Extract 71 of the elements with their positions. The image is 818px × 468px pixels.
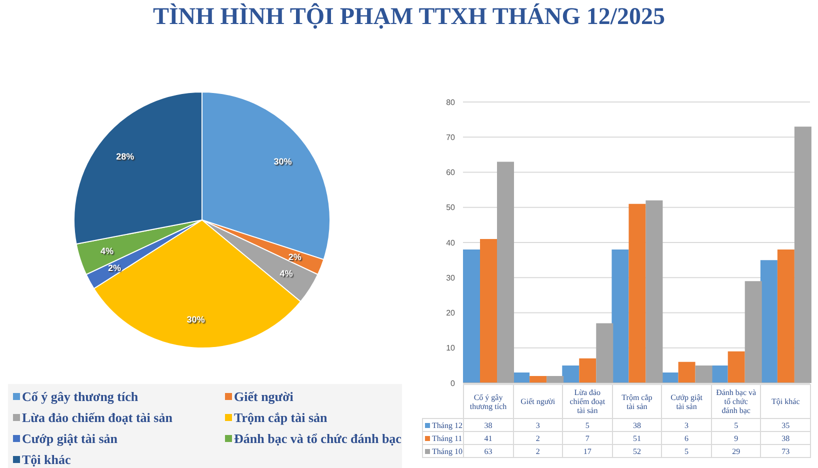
data-label: 2% [288,252,302,262]
bar [728,351,745,383]
y-tick-label: 70 [446,132,456,142]
y-tick-label: 30 [446,273,456,282]
data-label: 2% [108,263,122,274]
bar [497,162,514,383]
data-label: 2 [513,444,563,458]
data-label: 28% [116,151,134,162]
data-label: 38 [612,418,662,432]
bar [744,281,762,383]
data-label: 4% [280,268,293,278]
bar [695,365,712,383]
data-label: 7 [562,432,612,444]
data-label: 2 [513,432,563,444]
bar [463,250,480,383]
data-label: 51 [612,432,662,444]
y-tick-label: 10 [446,344,456,353]
legend-label: Lừa đảo chiếm đoạt tài sản [22,410,172,426]
data-label: 5 [662,444,712,458]
data-label: 38 [760,432,810,444]
y-tick-label: 60 [446,168,456,178]
legend-label: Trộm cắp tài sản [234,410,328,426]
legend-label: Đánh bạc và tổ chức đánh bạc [234,430,402,446]
legend-label: Cướp giật tài sản [22,430,118,446]
data-label: 3 [513,418,563,432]
data-label: 3 [662,418,712,432]
bar [596,323,614,383]
bar [579,358,596,383]
data-label: 30% [274,156,292,166]
chart-title: TÌNH HÌNH TỘI PHẠM TTXH THÁNG 12/2025 [152,4,666,30]
data-label: 5 [711,418,761,432]
x-tick-label: Lừa đảo chiếm đoạt tài sản [570,388,606,415]
bar [530,376,547,383]
data-label: 52 [612,444,662,458]
x-tick-label: Tội khác [772,397,800,406]
y-tick-label: 0 [450,378,456,388]
data-label: 38 [464,418,514,432]
data-label: 29 [711,444,761,458]
y-tick-label: 20 [446,308,456,318]
x-tick-label: Cướp giật tài sản [670,392,702,410]
data-label: 6 [662,432,712,444]
legend-label: Tháng 12 [432,420,462,430]
bar [480,238,497,383]
bar [678,362,696,383]
y-tick-label: 50 [446,203,456,212]
data-label: 5 [562,418,612,432]
bar [777,250,794,383]
bar [612,250,629,383]
data-label: 41 [464,432,514,444]
legend-label: Tháng 10 [432,446,462,456]
x-tick-label: Cố ý gây thương tích [470,392,507,410]
x-tick-label: Giết người [520,397,556,406]
bar [646,200,663,383]
data-label: 9 [711,432,761,444]
bar [562,365,580,383]
data-label: 35 [760,418,810,432]
x-tick-label: Trộm cắp tài sản [622,392,652,410]
data-label: 73 [760,444,810,458]
bar [628,204,646,383]
legend-label: Tội khác [22,452,71,468]
data-label: 30% [186,314,205,325]
data-label: 17 [562,444,612,458]
data-label: 4% [100,246,114,256]
x-tick-label: Đánh bạc và tổ chức đánh bạc [716,388,756,415]
y-tick-label: 40 [446,238,456,248]
bar [546,376,564,383]
bar [794,126,812,383]
bar [760,260,778,383]
legend-label: Tháng 11 [432,434,462,442]
y-tick-label: 80 [446,98,456,107]
data-label: 63 [464,444,514,458]
